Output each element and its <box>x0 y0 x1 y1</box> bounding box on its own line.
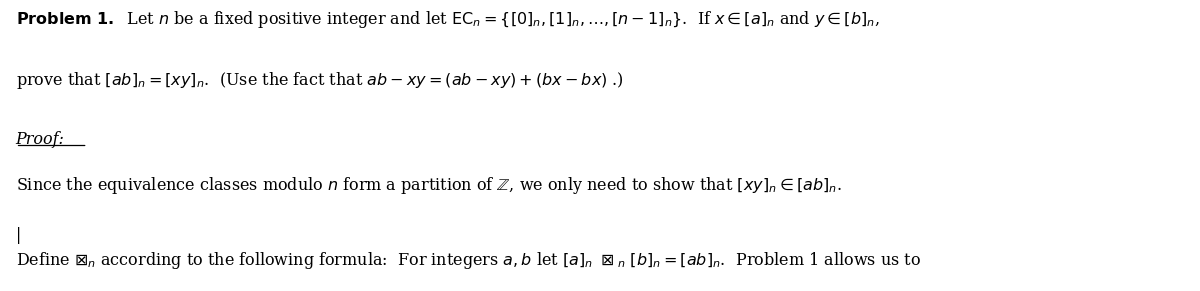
Text: prove that $[ab]_n = [xy]_n$.  (Use the fact that $ab - xy = (ab - xy) + (bx - b: prove that $[ab]_n = [xy]_n$. (Use the f… <box>16 70 624 91</box>
Text: Define $\boxtimes_n$ according to the following formula:  For integers $a, b$ le: Define $\boxtimes_n$ according to the fo… <box>16 250 920 271</box>
Text: |: | <box>16 227 20 244</box>
Text: Since the equivalence classes modulo $n$ form a partition of $\mathbb{Z}$, we on: Since the equivalence classes modulo $n$… <box>16 175 841 196</box>
Text: $\mathbf{Problem\ 1.}$  Let $n$ be a fixed positive integer and let $\mathrm{EC}: $\mathbf{Problem\ 1.}$ Let $n$ be a fixe… <box>16 9 880 30</box>
Text: Proof:: Proof: <box>16 131 65 148</box>
